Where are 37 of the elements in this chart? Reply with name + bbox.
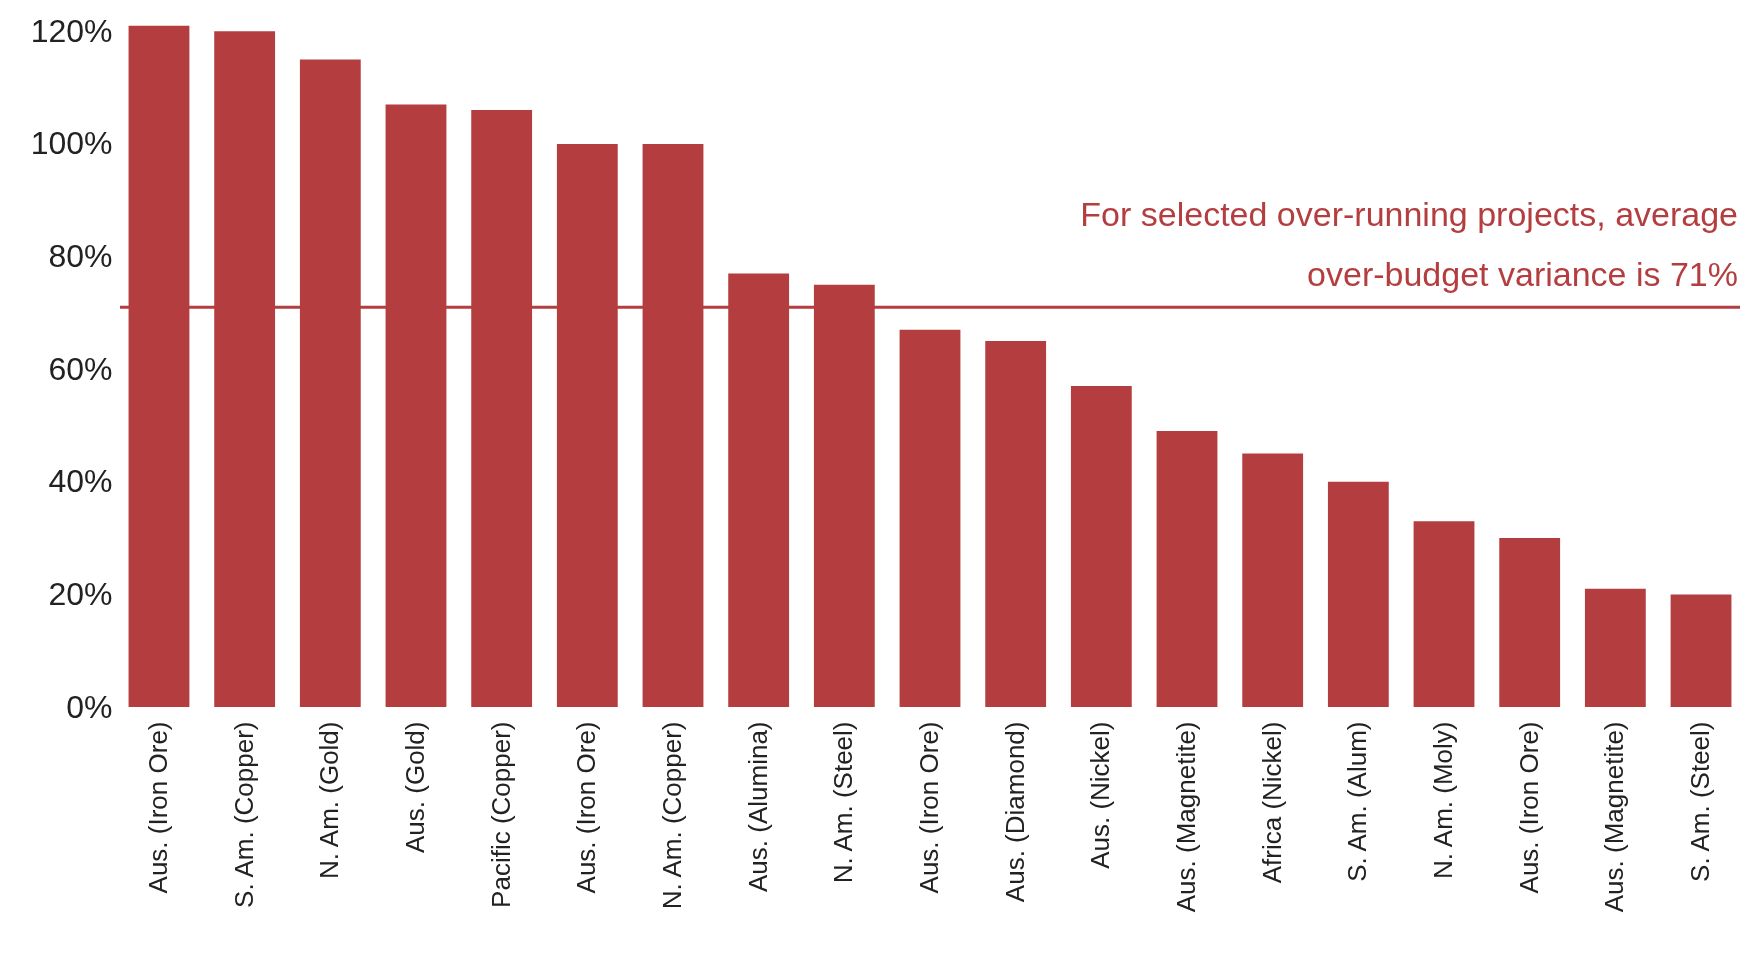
bar	[1584, 588, 1646, 707]
x-tick-label: Aus. (Nickel)	[1085, 721, 1116, 869]
y-tick-label: 100%	[30, 125, 113, 162]
x-tick-label: Aus. (Iron Ore)	[1513, 721, 1544, 894]
x-tick-label: Aus. (Magnetite)	[1599, 721, 1630, 913]
bar	[1413, 521, 1475, 707]
bar	[985, 340, 1047, 707]
x-tick-label: Aus. (Gold)	[399, 721, 430, 853]
bar	[1670, 594, 1732, 707]
bar	[1070, 386, 1132, 707]
bar	[899, 329, 961, 707]
x-tick-label: Aus. (Iron Ore)	[914, 721, 944, 894]
x-tick-label: Pacific (Copper)	[485, 721, 516, 908]
x-tick-label: Aus. (Iron Ore)	[142, 721, 173, 894]
y-tick-label: 120%	[30, 12, 113, 49]
ref-line-label: For selected over-running projects, average over-budget variance is 71%	[1080, 195, 1738, 294]
y-tick-label: 20%	[48, 575, 113, 612]
x-tick-label: Aus. (Diamond)	[999, 721, 1030, 903]
x-tick-label: N. Am. (Moly)	[1428, 721, 1459, 879]
y-tick-label: 0%	[66, 688, 113, 725]
y-tick-label: 80%	[48, 238, 113, 275]
y-tick-label: 60%	[48, 350, 113, 387]
y-tick-label: 40%	[48, 463, 113, 500]
bar	[1156, 431, 1218, 707]
x-tick-label: S. Am. (Alum)	[1342, 721, 1373, 882]
bar	[1499, 538, 1561, 707]
x-tick-label: Aus. (Alumina)	[742, 721, 773, 892]
x-tick-label: S. Am. (Steel)	[1685, 721, 1716, 882]
x-tick-label: S. Am. (Copper)	[228, 721, 259, 908]
x-tick-label: Aus. (Iron Ore)	[571, 721, 602, 894]
x-tick-label: Aus. (Magnetite)	[1171, 721, 1202, 913]
x-tick-label: N. Am. (Copper)	[656, 721, 687, 910]
x-tick-label: Africa (Nickel)	[1256, 721, 1287, 884]
x-tick-label: N. Am. (Steel)	[828, 721, 859, 884]
bar	[1327, 481, 1389, 707]
x-tick-label: N. Am. (Gold)	[314, 721, 345, 879]
bar	[1242, 453, 1304, 707]
